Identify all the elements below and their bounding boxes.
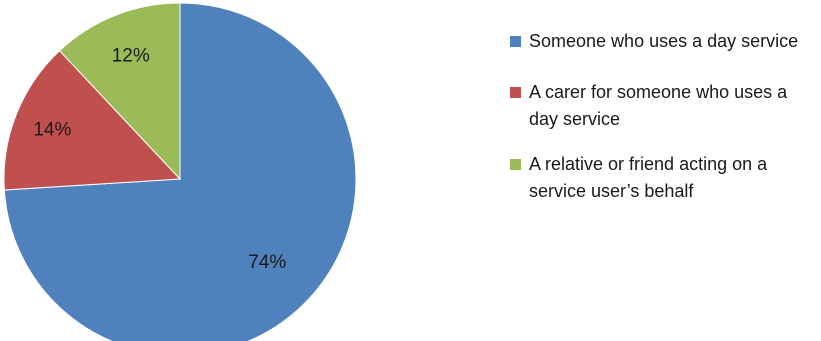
legend-label: A relative or friend acting on a service… xyxy=(529,154,768,201)
legend-item-relative-friend: A relative or friend acting on a service… xyxy=(510,151,815,205)
legend-label: A carer for someone who uses a day servi… xyxy=(529,82,788,129)
data-label-day-service-user: 74% xyxy=(248,252,286,273)
pie-chart: 74% 14% 12% xyxy=(3,2,357,341)
legend-item-day-service-user: Someone who uses a day service xyxy=(510,28,815,55)
legend-swatch xyxy=(510,36,521,47)
legend-swatch xyxy=(510,159,521,170)
pie-slice-relative-friend xyxy=(58,2,181,181)
legend-item-carer: A carer for someone who uses a day servi… xyxy=(510,79,815,133)
legend-label: Someone who uses a day service xyxy=(529,31,799,51)
data-label-carer: 14% xyxy=(33,119,71,140)
pie-slice-carer xyxy=(3,49,182,191)
legend-swatch xyxy=(510,87,521,98)
legend: Someone who uses a day service A carer f… xyxy=(510,28,815,229)
data-label-relative-friend: 12% xyxy=(112,46,150,67)
